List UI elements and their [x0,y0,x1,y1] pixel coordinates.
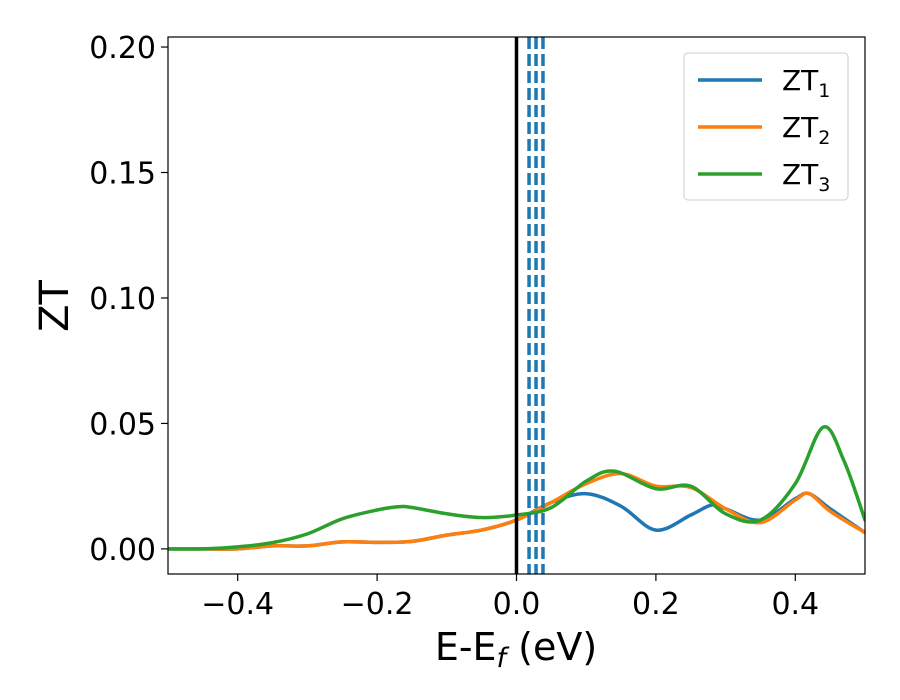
x-axis-label: E-Ef (eV) [435,625,597,674]
vertical-reference-lines [514,37,545,574]
y-tick-label: 0.20 [89,31,156,66]
y-axis-label: ZT [32,280,78,332]
legend-label-zt3: ZT3 [782,158,830,196]
y-axis: 0.00 0.05 0.10 0.15 0.20 [89,31,168,568]
y-tick-label: 0.05 [89,407,156,442]
legend-label-zt2: ZT2 [782,111,830,149]
y-tick-label: 0.10 [89,282,156,317]
x-axis: −0.4 −0.2 0.0 0.2 0.4 [201,574,819,622]
x-tick-label: 0.4 [771,587,819,622]
legend-label-zt1: ZT1 [782,64,830,102]
x-axis-label-main: E-E [435,625,497,669]
y-tick-label: 0.15 [89,157,156,192]
y-tick-label: 0.00 [89,533,156,568]
x-tick-label: −0.4 [201,587,274,622]
x-tick-label: 0.0 [493,587,541,622]
legend-box [683,52,849,201]
x-tick-label: 0.2 [632,587,680,622]
legend: ZT1 ZT2 ZT3 [683,52,849,201]
x-axis-label-unit: (eV) [506,625,597,669]
x-tick-label: −0.2 [341,587,414,622]
